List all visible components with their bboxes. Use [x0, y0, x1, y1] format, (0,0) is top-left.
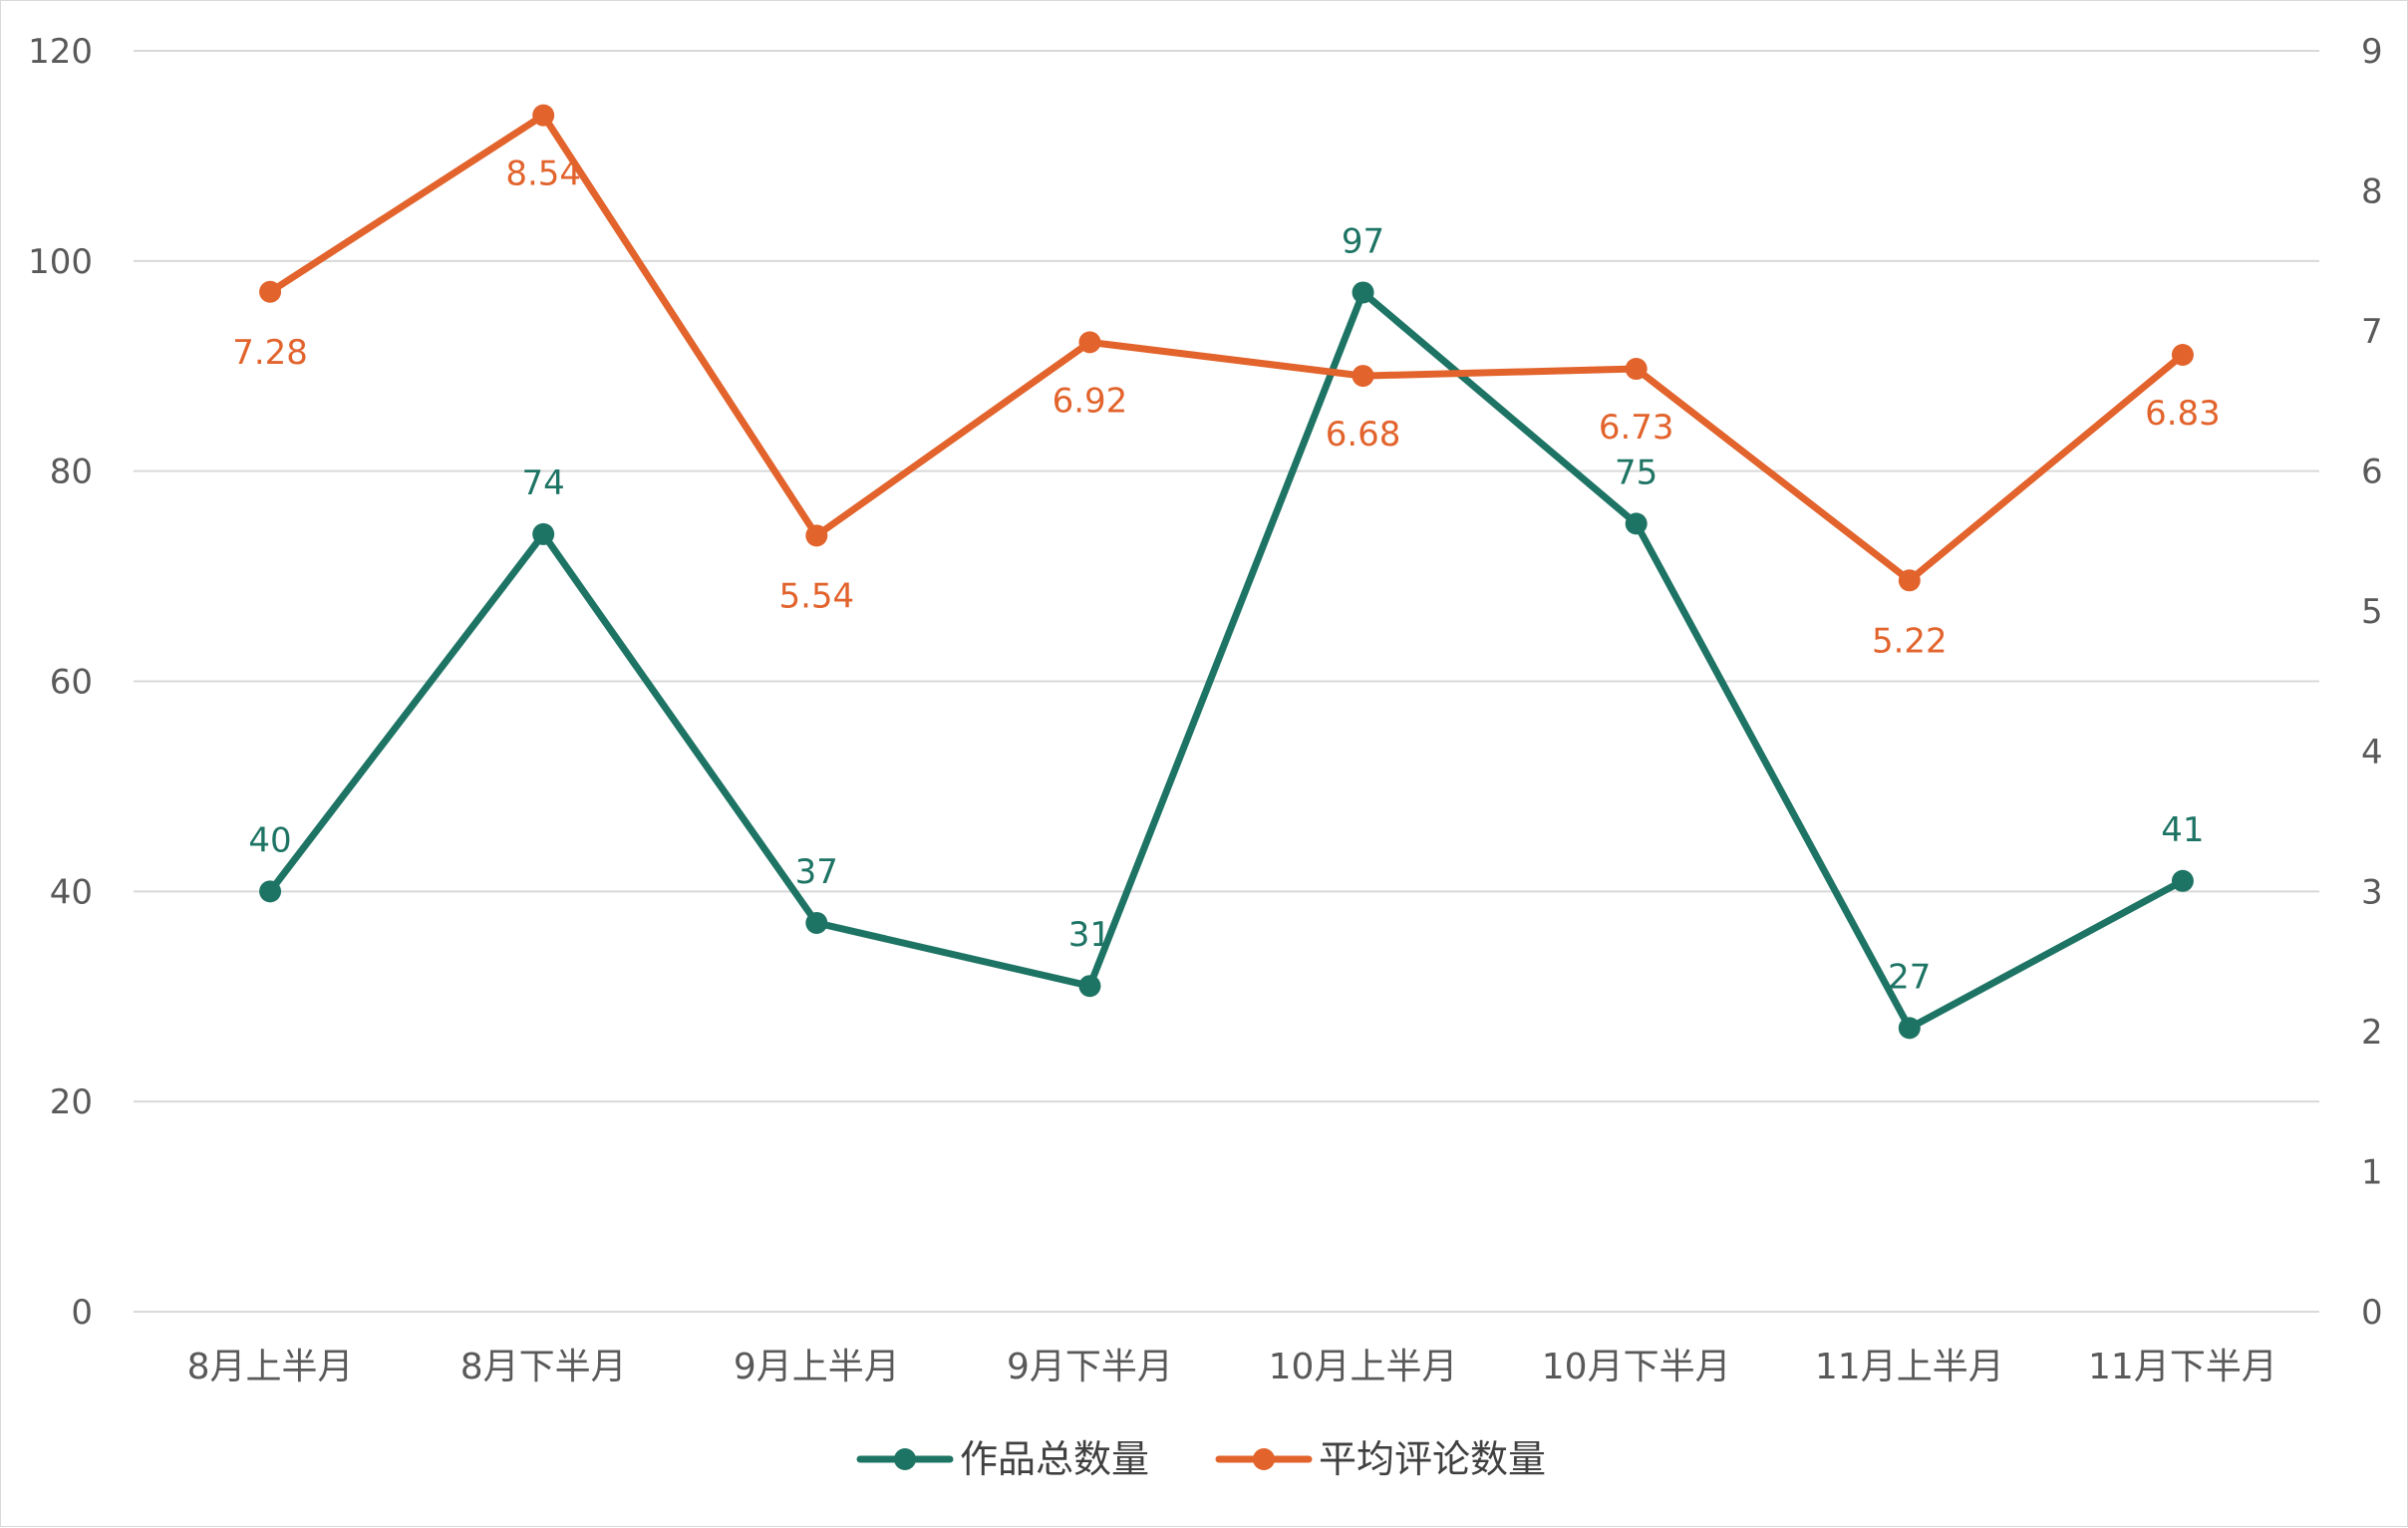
- series-1-data-label-3: 31: [1068, 915, 1111, 955]
- series-2-data-label-4: 6.68: [1326, 415, 1401, 455]
- series-1-data-label-6: 27: [1888, 957, 1931, 997]
- series-2-marker-2: [805, 524, 828, 547]
- right-tick-label-2: 2: [2361, 1013, 2383, 1053]
- series-1-marker-5: [1625, 512, 1648, 535]
- legend-label-1: 作品总数量: [960, 1437, 1149, 1481]
- series-line-2: [266, 112, 2187, 584]
- series-2-marker-0: [259, 280, 282, 303]
- legend-item-series-2[interactable]: 平均评论数量: [1215, 1437, 1546, 1481]
- x-axis: 8月上半月 8月下半月 9月上半月 9月下半月 10月上半月 10月下半月 11月上半月 11…: [187, 1347, 2277, 1387]
- series-2-marker-6: [1898, 569, 1921, 592]
- series-1-marker-7: [2171, 869, 2194, 892]
- right-tick-label-7: 7: [2361, 312, 2383, 352]
- data-labels: 40 74 37 31 97 75 27 41 7.28 8.54 5.54 6.92 6.68 6.73…: [232, 154, 2221, 998]
- series-1-data-label-7: 41: [2161, 810, 2204, 850]
- series-1-data-label-4: 97: [1342, 221, 1384, 261]
- x-tick-label-3: 9月下半月: [1007, 1347, 1173, 1387]
- right-tick-label-1: 1: [2361, 1152, 2383, 1192]
- series-2-marker-5: [1625, 358, 1648, 381]
- right-tick-label-0: 0: [2361, 1293, 2383, 1333]
- legend-swatch-marker-1: [894, 1448, 916, 1470]
- right-tick-label-8: 8: [2361, 172, 2383, 212]
- right-tick-label-4: 4: [2361, 733, 2383, 772]
- series-1-marker-4: [1352, 281, 1374, 304]
- series-2-marker-3: [1078, 331, 1101, 354]
- series-1-marker-3: [1078, 975, 1101, 998]
- right-tick-label-3: 3: [2361, 872, 2383, 912]
- series-1-data-label-1: 74: [522, 463, 565, 503]
- series-line-1: [266, 288, 2187, 1032]
- series-2-data-label-1: 8.54: [505, 154, 581, 194]
- series-2-data-label-3: 6.92: [1053, 381, 1128, 421]
- left-tick-label-3: 60: [50, 663, 93, 703]
- left-tick-label-5: 100: [28, 242, 93, 282]
- legend-label-2: 平均评论数量: [1319, 1437, 1546, 1481]
- legend-item-series-1[interactable]: 作品总数量: [856, 1437, 1149, 1481]
- series-layer: [259, 104, 2194, 1040]
- left-tick-label-2: 40: [50, 872, 93, 912]
- left-tick-label-6: 120: [28, 32, 93, 72]
- right-tick-label-6: 6: [2361, 453, 2383, 492]
- left-tick-label-0: 0: [71, 1293, 93, 1333]
- right-y-axis: 0 1 2 3 4 5 6 7 8 9: [2361, 32, 2383, 1333]
- gridlines: [134, 50, 2319, 1313]
- right-tick-label-5: 5: [2361, 592, 2383, 632]
- series-2-data-label-7: 6.83: [2145, 394, 2221, 434]
- series-1-marker-0: [259, 880, 282, 903]
- series-1-marker-1: [532, 522, 555, 545]
- series-1-data-label-2: 37: [795, 852, 838, 892]
- series-2-data-label-2: 5.54: [778, 576, 854, 616]
- left-tick-label-1: 20: [50, 1082, 93, 1122]
- x-tick-label-7: 11月下半月: [2088, 1347, 2277, 1387]
- right-tick-label-9: 9: [2361, 32, 2383, 72]
- x-tick-label-1: 8月下半月: [460, 1347, 627, 1387]
- series-1-marker-6: [1898, 1017, 1921, 1040]
- series-2-marker-1: [532, 104, 555, 127]
- x-tick-label-4: 10月上半月: [1269, 1347, 1458, 1387]
- left-tick-label-4: 80: [50, 453, 93, 492]
- x-tick-label-0: 8月上半月: [187, 1347, 354, 1387]
- series-2-marker-4: [1352, 365, 1374, 388]
- series-1-data-label-5: 75: [1615, 453, 1657, 492]
- x-tick-label-2: 9月上半月: [734, 1347, 900, 1387]
- series-1-marker-2: [805, 911, 828, 934]
- series-2-data-label-5: 6.73: [1599, 408, 1674, 448]
- series-2-data-label-0: 7.28: [232, 333, 308, 373]
- series-1-data-label-0: 40: [248, 820, 291, 860]
- legend: 作品总数量 平均评论数量: [856, 1437, 1546, 1481]
- left-y-axis: 0 20 40 60 80 100 120: [28, 32, 93, 1333]
- legend-swatch-marker-2: [1253, 1448, 1275, 1470]
- series-2-marker-7: [2171, 344, 2194, 367]
- x-tick-label-5: 10月下半月: [1542, 1347, 1731, 1387]
- series-2-data-label-6: 5.22: [1872, 621, 1948, 661]
- x-tick-label-6: 11月上半月: [1815, 1347, 2004, 1387]
